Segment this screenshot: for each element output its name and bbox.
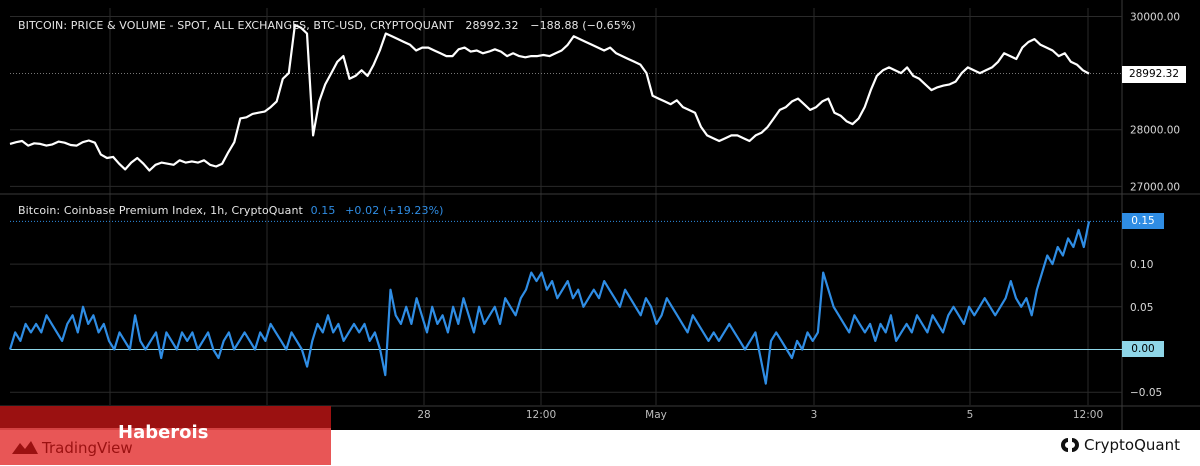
premium-legend-change: +0.02 (+19.23%): [345, 204, 444, 217]
x-tick-label: 28: [417, 409, 430, 421]
x-tick-label: 5: [967, 409, 974, 421]
premium-legend: Bitcoin: Coinbase Premium Index, 1h, Cry…: [18, 204, 444, 217]
tradingview-label[interactable]: TradingView: [42, 439, 133, 457]
premium-last-value-tag: 0.15: [1122, 213, 1164, 230]
cryptoquant-label[interactable]: CryptoQuant: [1084, 436, 1180, 454]
x-tick-label: 3: [811, 409, 818, 421]
x-tick-label: 12:00: [526, 409, 556, 421]
watermark-name: Haberois: [118, 422, 209, 443]
chart-canvas[interactable]: 24262812:00May3512:0027000.0028000.00300…: [0, 0, 1200, 430]
price-series-line: [9, 23, 1090, 172]
y-tick-label: 28000.00: [1130, 125, 1180, 137]
tradingview-logo-icon: [12, 441, 38, 454]
zero-line-tag: 0.00: [1122, 341, 1164, 358]
price-legend: BITCOIN: PRICE & VOLUME - SPOT, ALL EXCH…: [18, 19, 636, 32]
price-legend-change: −188.88 (−0.65%): [530, 19, 636, 32]
y-tick-label: −0.05: [1130, 387, 1162, 399]
chart-panel[interactable]: 24262812:00May3512:0027000.0028000.00300…: [0, 0, 1200, 430]
x-tick-label: 12:00: [1073, 409, 1103, 421]
price-last-value-tag: 28992.32: [1122, 65, 1186, 83]
watermark-band: [0, 406, 331, 428]
price-legend-title: BITCOIN: PRICE & VOLUME - SPOT, ALL EXCH…: [18, 19, 454, 32]
cryptoquant-logo-icon: [1061, 438, 1079, 452]
premium-series-line: [8, 221, 1091, 385]
y-tick-label: 0.10: [1130, 259, 1153, 271]
y-tick-label: 27000.00: [1130, 181, 1180, 193]
premium-legend-value: 0.15: [310, 204, 336, 217]
price-legend-value: 28992.32: [465, 19, 519, 32]
premium-legend-title: Bitcoin: Coinbase Premium Index, 1h, Cry…: [18, 204, 303, 217]
y-tick-label: 0.05: [1130, 302, 1153, 314]
x-tick-label: May: [645, 409, 667, 421]
y-tick-label: 30000.00: [1130, 11, 1180, 23]
